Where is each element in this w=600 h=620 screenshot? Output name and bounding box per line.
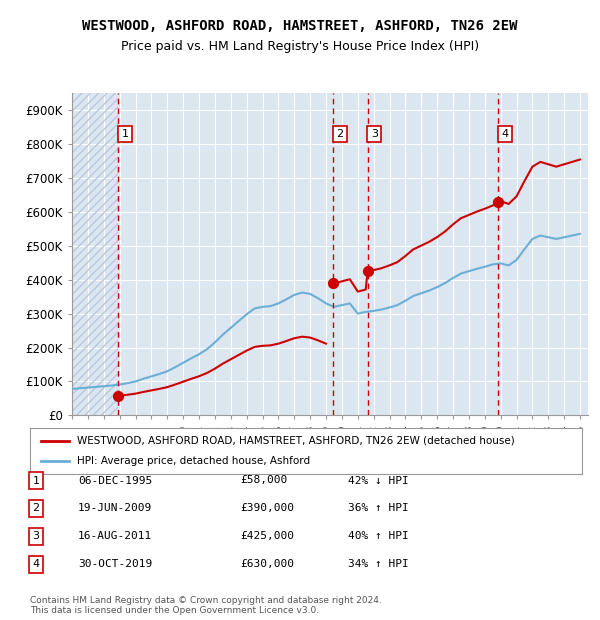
Text: £630,000: £630,000 [240, 559, 294, 569]
Text: 2: 2 [337, 129, 344, 139]
Text: HPI: Average price, detached house, Ashford: HPI: Average price, detached house, Ashf… [77, 456, 310, 466]
Text: £425,000: £425,000 [240, 531, 294, 541]
Point [329, 278, 338, 288]
Text: 36% ↑ HPI: 36% ↑ HPI [348, 503, 409, 513]
Text: 1: 1 [32, 476, 40, 485]
Text: Contains HM Land Registry data © Crown copyright and database right 2024.
This d: Contains HM Land Registry data © Crown c… [30, 596, 382, 615]
Text: 06-DEC-1995: 06-DEC-1995 [78, 476, 152, 485]
Point [113, 391, 123, 401]
Text: £58,000: £58,000 [240, 476, 287, 485]
Text: 30-OCT-2019: 30-OCT-2019 [78, 559, 152, 569]
Text: Price paid vs. HM Land Registry's House Price Index (HPI): Price paid vs. HM Land Registry's House … [121, 40, 479, 53]
Text: 3: 3 [371, 129, 378, 139]
Text: WESTWOOD, ASHFORD ROAD, HAMSTREET, ASHFORD, TN26 2EW: WESTWOOD, ASHFORD ROAD, HAMSTREET, ASHFO… [82, 19, 518, 33]
Text: 4: 4 [32, 559, 40, 569]
Text: WESTWOOD, ASHFORD ROAD, HAMSTREET, ASHFORD, TN26 2EW (detached house): WESTWOOD, ASHFORD ROAD, HAMSTREET, ASHFO… [77, 436, 515, 446]
Text: £390,000: £390,000 [240, 503, 294, 513]
Point [363, 266, 373, 276]
Point [493, 197, 503, 206]
Text: 34% ↑ HPI: 34% ↑ HPI [348, 559, 409, 569]
Text: 16-AUG-2011: 16-AUG-2011 [78, 531, 152, 541]
Text: 4: 4 [501, 129, 508, 139]
Text: 2: 2 [32, 503, 40, 513]
Text: 42% ↓ HPI: 42% ↓ HPI [348, 476, 409, 485]
Text: 19-JUN-2009: 19-JUN-2009 [78, 503, 152, 513]
Text: 1: 1 [122, 129, 128, 139]
Text: 3: 3 [32, 531, 40, 541]
Text: 40% ↑ HPI: 40% ↑ HPI [348, 531, 409, 541]
